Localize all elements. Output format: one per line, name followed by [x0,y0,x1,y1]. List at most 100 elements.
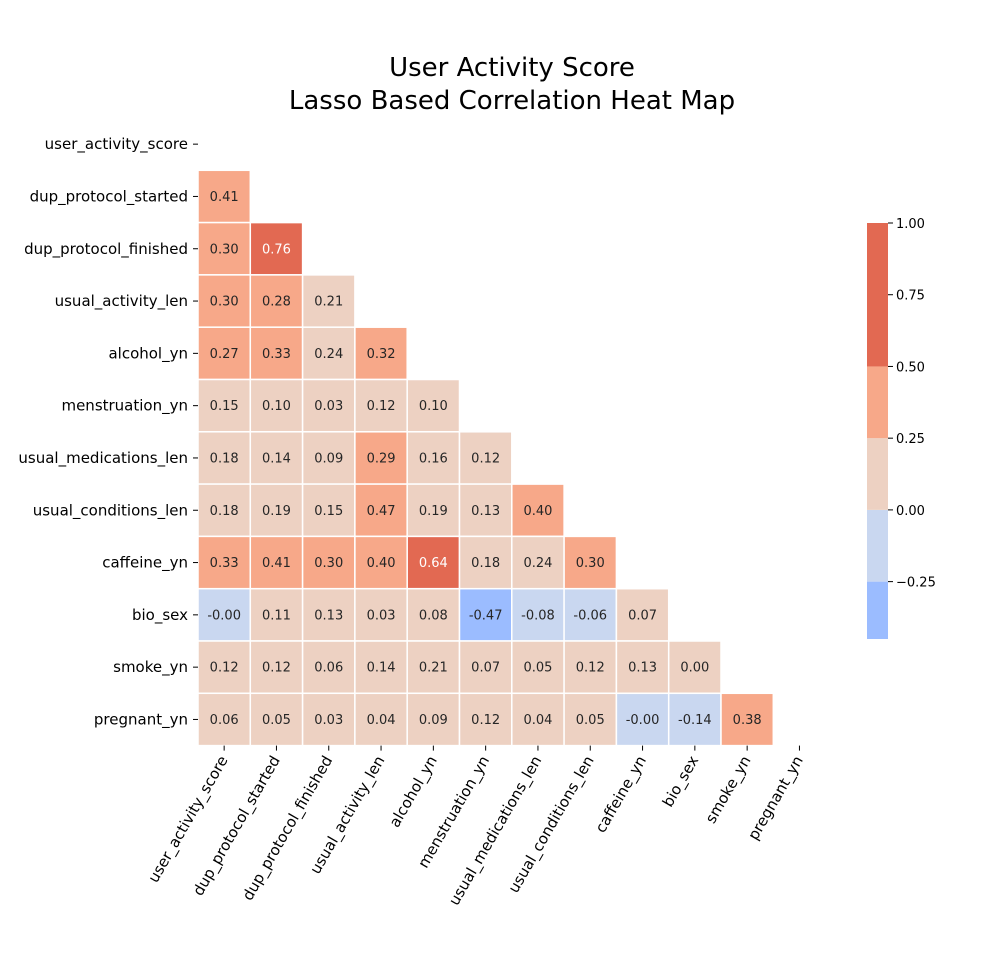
heatmap-cell-label: 0.03 [367,608,396,623]
heatmap-cell-label: 0.10 [419,399,448,414]
heatmap-cell-label: 0.13 [628,661,657,676]
heatmap-cell [249,431,304,485]
x-tick-label: dup_protocol_finished [239,753,337,904]
heatmap-cell-label: 0.09 [314,451,343,466]
heatmap-cell [197,640,252,695]
y-tick-label: dup_protocol_started [30,187,188,206]
heatmap-cell-label: 0.16 [419,451,448,466]
heatmap-cell-label: 0.12 [262,661,291,676]
chart-title-line-2: Lasso Based Correlation Heat Map [289,86,735,116]
heatmap-cell-label: -0.00 [207,608,241,623]
chart-title-line-1: User Activity Score [389,53,635,83]
heatmap-cell [354,640,408,695]
heatmap-cell-label: 0.12 [471,713,500,728]
heatmap-cell-label: 0.30 [314,556,343,571]
heatmap-cell-label: 0.19 [419,504,448,519]
heatmap-cell [458,431,513,485]
heatmap-cell-label: 0.08 [419,608,448,623]
heatmap-cell-label: 0.27 [210,347,239,362]
heatmap-cell [354,378,408,433]
heatmap-cell-label: 0.15 [210,399,239,414]
heatmap-cell [197,587,252,642]
heatmap-cell-label: 0.29 [367,451,396,466]
y-tick-label: bio_sex [132,606,188,625]
heatmap-cell [301,431,356,485]
heatmap-cell-label: 0.18 [471,556,500,571]
heatmap-cell [249,378,304,433]
heatmap-cell [563,640,618,695]
colorbar-tick-label: 0.50 [896,360,925,375]
heatmap-cell [406,431,461,485]
heatmap-cell-label: 0.07 [471,661,500,676]
heatmap-cell-label: 0.13 [314,608,343,623]
heatmap-cell-label: 0.09 [419,713,448,728]
heatmap-cell-label: 0.64 [419,556,448,571]
heatmap-cell [615,587,670,642]
heatmap-cell-label: -0.47 [469,608,503,623]
heatmap-cell-label: 0.30 [210,295,239,310]
heatmap-cell-label: 0.33 [262,347,291,362]
heatmap-cell-label: 0.06 [210,713,239,728]
colorbar-segment [867,509,888,582]
heatmap-cell-label: 0.06 [314,661,343,676]
heatmap-cell-label: 0.24 [314,347,343,362]
heatmap-cell [354,326,408,381]
heatmap-cell-label: 0.47 [367,504,396,519]
colorbar-tick-label: −0.25 [896,576,936,591]
heatmap-cell-label: 0.14 [262,451,291,466]
heatmap-cell [667,640,722,695]
heatmap-cell [458,692,513,747]
heatmap-cell-label: 0.21 [419,661,448,676]
heatmap-cell-label: 0.76 [262,242,291,257]
y-tick-label: caffeine_yn [102,554,188,573]
heatmap-cell-label: 0.41 [210,190,239,205]
heatmap-cells [197,169,775,747]
heatmap-cell [249,640,304,695]
heatmap-cell-label: 0.24 [523,556,552,571]
heatmap-cell-label: 0.12 [576,661,605,676]
heatmap-cell-label: 0.05 [262,713,291,728]
heatmap-cell-label: 0.03 [314,713,343,728]
heatmap-cell [197,221,252,276]
colorbar-segment [867,438,888,510]
y-tick-label: usual_medications_len [18,449,188,468]
heatmap-cell-label: 0.15 [314,504,343,519]
heatmap-cell [354,431,408,485]
heatmap-cell-label: 0.11 [262,608,291,623]
heatmap-cell-label: 0.05 [523,661,552,676]
heatmap-cell [301,535,356,590]
heatmap-cell-label: 0.32 [367,347,396,362]
heatmap-cell-label: 0.41 [262,556,291,571]
x-tick-label: alcohol_yn [385,753,441,831]
heatmap-cell [354,692,408,747]
x-tick-label: bio_sex [659,753,704,811]
heatmap-cell [458,587,513,642]
heatmap-cell-label: 0.40 [523,504,552,519]
heatmap-cell-label: 0.30 [210,242,239,257]
colorbar: 1.00 0.75 0.50 0.25 0.00 −0.25 [867,217,936,639]
heatmap-cell [197,483,252,538]
y-tick-label: usual_conditions_len [33,501,188,520]
heatmap-cell [197,692,252,747]
heatmap-cell-label: -0.08 [521,608,555,623]
heatmap-cell [301,274,356,328]
heatmap-cell [615,692,670,747]
heatmap-cell-label: 0.00 [680,661,709,676]
y-tick-label: dup_protocol_finished [24,240,188,259]
y-tick-label: user_activity_score [45,135,188,154]
heatmap-cell-label: 0.18 [210,504,239,519]
colorbar-tick-label: 0.25 [896,432,925,447]
heatmap-cell-label: 0.28 [262,295,291,310]
heatmap-cell-label: 0.10 [262,399,291,414]
heatmap-cell-label: 0.04 [523,713,552,728]
heatmap-cell [615,640,670,695]
heatmap-cell-label: -0.00 [626,713,660,728]
heatmap-cell-label: -0.06 [573,608,607,623]
heatmap-cell-label: 0.33 [210,556,239,571]
heatmap-cell-label: 0.05 [576,713,605,728]
heatmap-cell-label: 0.40 [367,556,396,571]
colorbar-segment [867,223,888,367]
x-tick-label: usual_medications_len [445,753,546,909]
heatmap-cell-label: 0.12 [471,451,500,466]
